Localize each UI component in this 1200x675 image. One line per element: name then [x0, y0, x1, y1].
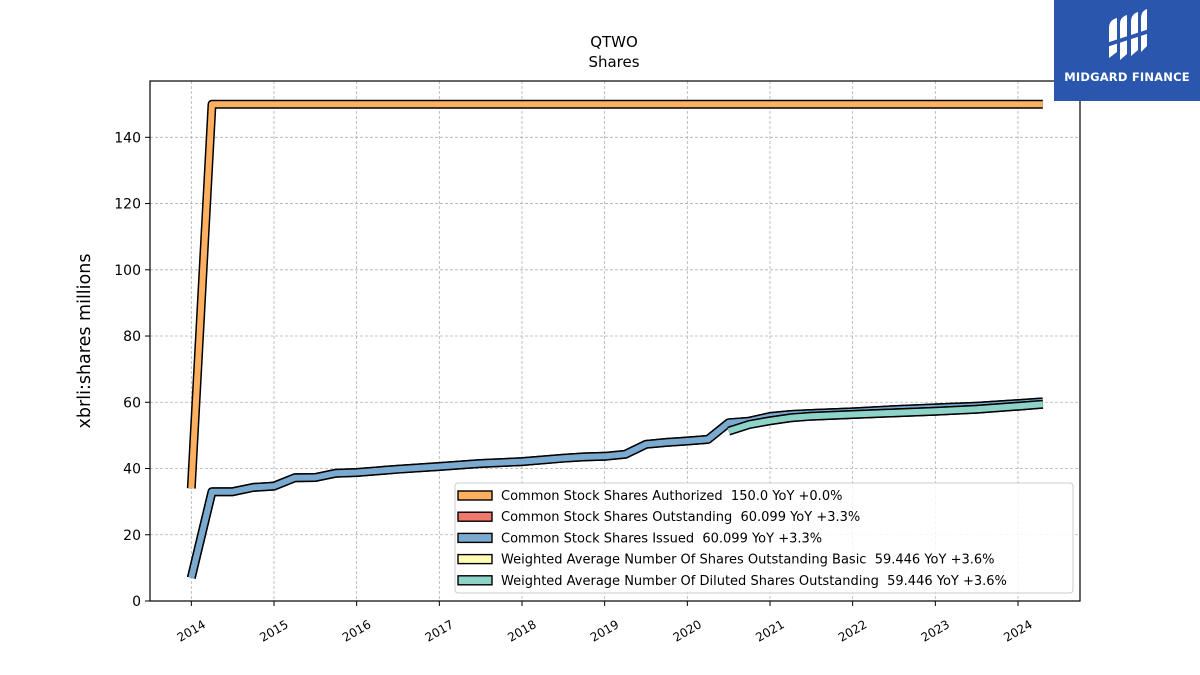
x-tick-label: 2022 [836, 617, 869, 644]
legend: Common Stock Shares Authorized 150.0 YoY… [454, 482, 1074, 594]
legend-swatch [457, 532, 493, 544]
x-tick-label: 2014 [175, 617, 208, 644]
midgard-finance-logo: MIDGARD FINANCE [1054, 0, 1200, 101]
series-stroke [188, 101, 1043, 489]
legend-box [454, 482, 1074, 594]
plot-frame [149, 80, 1081, 602]
x-tick-label: 2016 [340, 617, 373, 644]
series-layer [186, 99, 1044, 579]
series-outline [186, 99, 1043, 489]
y-tick-label: 40 [123, 462, 141, 478]
y-tick-label: 100 [114, 263, 141, 279]
legend-label: Common Stock Shares Outstanding 60.099 Y… [501, 510, 860, 525]
x-tick-label: 2023 [919, 617, 952, 644]
x-tick-label: 2019 [588, 617, 621, 644]
brand-name: MIDGARD FINANCE [1064, 70, 1190, 84]
x-tick-label: 2021 [753, 617, 786, 644]
legend-swatch [457, 553, 493, 565]
x-tick-label: 2018 [505, 617, 538, 644]
x-tick-label: 2024 [1001, 617, 1034, 644]
legend-swatch [457, 575, 493, 586]
y-tick-label: 140 [114, 130, 141, 146]
y-axis-label: xbrli:shares millions [75, 254, 95, 429]
legend-swatch [457, 490, 493, 501]
y-tick-label: 20 [123, 528, 141, 544]
series-stroke [727, 401, 1044, 434]
x-tick-label: 2015 [257, 617, 290, 644]
y-tick-label: 60 [123, 395, 141, 411]
x-tick-label: 2020 [671, 617, 704, 644]
grid-layer [150, 81, 1080, 602]
legend-label: Weighted Average Number Of Diluted Share… [501, 574, 1007, 589]
midgard-logo-icon [1107, 9, 1149, 60]
chart-subtitle: Shares [588, 53, 639, 71]
legend-label: Weighted Average Number Of Shares Outsta… [501, 553, 995, 568]
x-tick-label: 2017 [423, 617, 456, 644]
y-tick-label: 120 [114, 197, 141, 213]
legend-label: Common Stock Shares Authorized 150.0 YoY… [501, 489, 842, 504]
series-line [186, 99, 1043, 489]
legend-swatch [457, 511, 493, 522]
chart-title: QTWO [590, 33, 638, 51]
series-line [727, 399, 1044, 436]
y-tick-label: 80 [123, 329, 141, 345]
legend-label: Common Stock Shares Issued 60.099 YoY +3… [501, 531, 822, 546]
y-tick-label: 0 [132, 594, 141, 610]
